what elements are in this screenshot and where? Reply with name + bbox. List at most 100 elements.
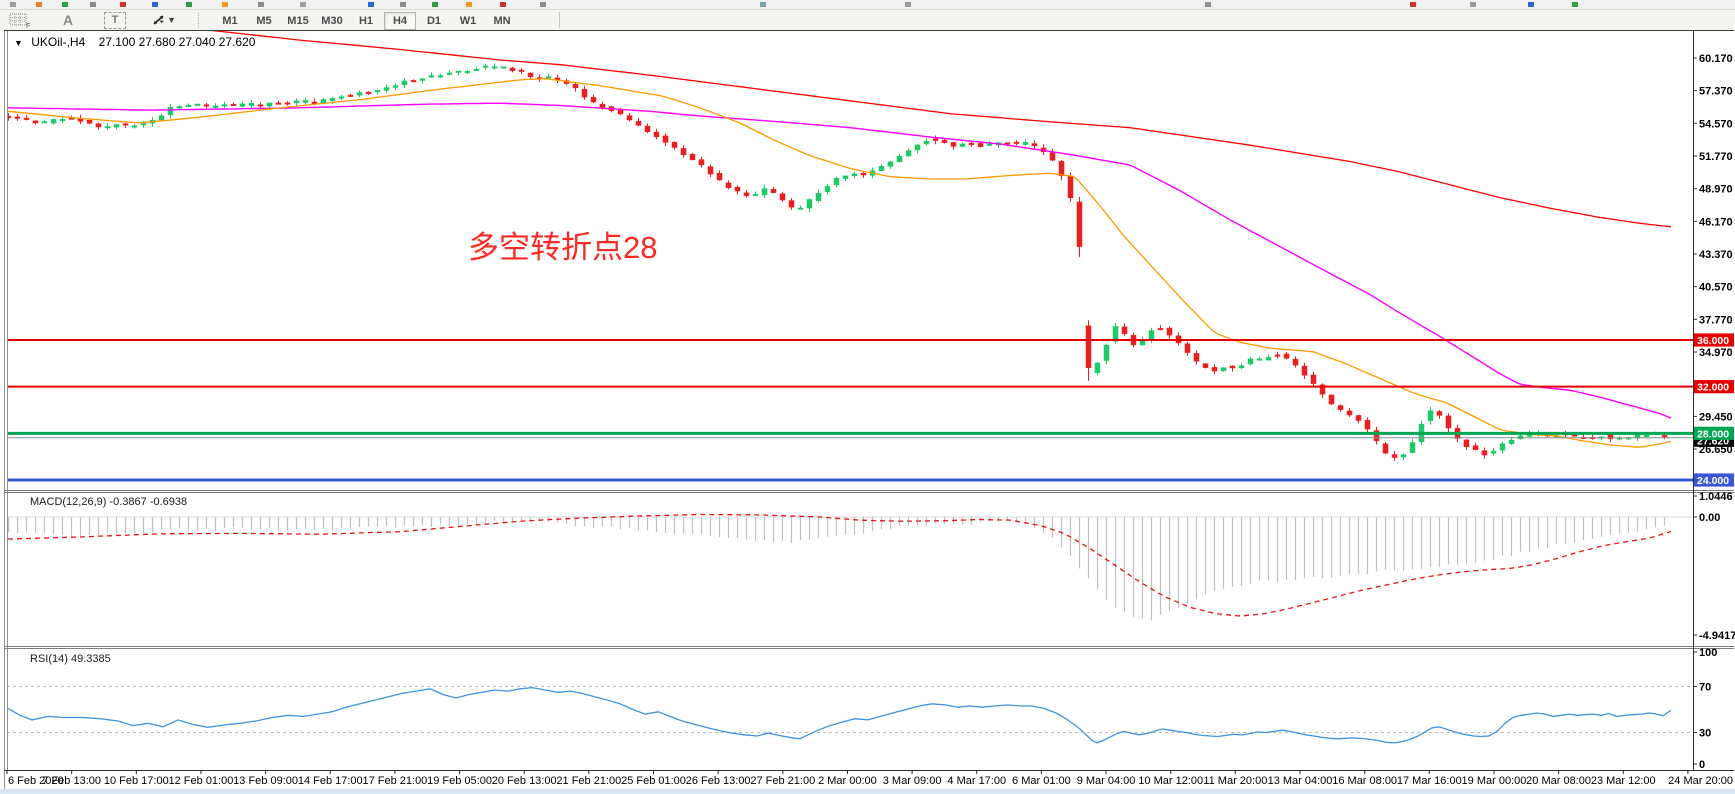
svg-text:2 Mar 00:00: 2 Mar 00:00 xyxy=(818,775,877,787)
svg-text:12 Feb 01:00: 12 Feb 01:00 xyxy=(169,775,234,787)
clipped-icon xyxy=(36,2,42,7)
bottom-strip xyxy=(0,789,1735,794)
svg-text:37.770: 37.770 xyxy=(1699,314,1733,326)
svg-text:-4.9417: -4.9417 xyxy=(1699,630,1735,642)
svg-text:70: 70 xyxy=(1699,682,1711,694)
chart-title: ▼ UKOil-,H4 27.100 27.680 27.040 27.620 xyxy=(14,35,255,49)
svg-text:F: F xyxy=(26,23,30,28)
timeframe-button-m5[interactable]: M5 xyxy=(256,14,272,27)
clipped-icon xyxy=(186,2,192,7)
svg-text:26 Feb 13:00: 26 Feb 13:00 xyxy=(686,775,751,787)
svg-text:40.570: 40.570 xyxy=(1699,282,1733,294)
toolbar-separator xyxy=(559,12,560,28)
clipped-icon xyxy=(540,2,546,7)
macd-signal-line xyxy=(7,513,1672,617)
clipped-icon xyxy=(500,2,506,7)
timeframe-button-d1[interactable]: D1 xyxy=(426,14,442,27)
svg-text:54.570: 54.570 xyxy=(1699,118,1733,130)
svg-text:11 Mar 20:00: 11 Mar 20:00 xyxy=(1203,775,1267,787)
svg-text:32.000: 32.000 xyxy=(1697,382,1729,394)
svg-text:19 Feb 05:00: 19 Feb 05:00 xyxy=(427,775,492,787)
svg-text:0.00: 0.00 xyxy=(1699,512,1720,524)
timeframe-button-m30[interactable]: M30 xyxy=(321,14,343,27)
clipped-icon xyxy=(222,2,228,7)
rsi-line xyxy=(7,686,1672,744)
ma-slow-line xyxy=(211,31,1672,228)
svg-text:4 Mar 17:00: 4 Mar 17:00 xyxy=(947,775,1006,787)
text-label-icon[interactable]: A xyxy=(62,12,74,28)
price-axis: 60.170 57.370 54.570 51.770 48.970 46.170 43.3… xyxy=(1693,53,1733,456)
svg-text:30: 30 xyxy=(1699,728,1711,740)
timeframe-button-h1[interactable]: H1 xyxy=(358,14,374,27)
svg-text:6 Feb 2020: 6 Feb 2020 xyxy=(8,775,64,787)
clipped-icon xyxy=(432,2,438,7)
svg-text:16 Mar 08:00: 16 Mar 08:00 xyxy=(1332,775,1397,787)
svg-text:25 Feb 01:00: 25 Feb 01:00 xyxy=(621,775,686,787)
moving-averages xyxy=(7,31,1672,448)
clipped-icon xyxy=(1528,2,1534,7)
svg-text:10 Mar 12:00: 10 Mar 12:00 xyxy=(1138,775,1203,787)
clipped-icon xyxy=(400,2,406,7)
svg-text:0: 0 xyxy=(1699,759,1705,771)
svg-text:21 Feb 21:00: 21 Feb 21:00 xyxy=(556,775,621,787)
svg-text:46.170: 46.170 xyxy=(1699,216,1733,228)
level-price-tag: 32.000 xyxy=(1694,380,1734,394)
panel-borders xyxy=(4,30,1734,789)
chart-dropdown-icon[interactable]: ▼ xyxy=(14,38,23,48)
svg-text:24.000: 24.000 xyxy=(1697,475,1729,487)
macd-axis: 1.0446 0.00 -4.9417 xyxy=(1693,491,1735,642)
timeframe-button-group: M1 M5 M15 M30 H1 H4 D1 W1 MN xyxy=(213,11,519,30)
level-price-tag: 36.000 xyxy=(1694,333,1734,347)
clipped-icon xyxy=(1205,2,1211,7)
svg-text:43.370: 43.370 xyxy=(1699,249,1733,261)
svg-text:48.970: 48.970 xyxy=(1699,184,1733,196)
candlestick-series xyxy=(7,63,1668,462)
svg-text:14 Feb 17:00: 14 Feb 17:00 xyxy=(298,775,363,787)
svg-text:13 Feb 09:00: 13 Feb 09:00 xyxy=(233,775,298,787)
timeframe-button-m1[interactable]: M1 xyxy=(222,14,238,27)
timeframe-button-m15[interactable]: M15 xyxy=(287,14,309,27)
ma-fast-line xyxy=(7,78,1672,448)
clipped-icon xyxy=(300,2,306,7)
svg-text:20 Feb 13:00: 20 Feb 13:00 xyxy=(492,775,557,787)
svg-text:60.170: 60.170 xyxy=(1699,53,1733,65)
svg-text:17 Feb 21:00: 17 Feb 21:00 xyxy=(362,775,427,787)
chart-toolbar: F A T ▼ M1 M5 M15 M30 H1 H4 D1 W1 MN xyxy=(0,10,1735,31)
text-box-icon[interactable]: T xyxy=(104,11,126,29)
symbol-period-label: UKOil-,H4 xyxy=(31,35,86,49)
timeframe-button-mn[interactable]: MN xyxy=(493,14,511,27)
clipped-icon xyxy=(1572,2,1578,7)
clipped-icon xyxy=(62,2,68,7)
clipped-toolbar-icons xyxy=(0,0,1735,10)
svg-text:100: 100 xyxy=(1699,647,1717,659)
svg-text:7 Feb 13:00: 7 Feb 13:00 xyxy=(42,775,101,787)
level-price-tag: 28.000 xyxy=(1694,426,1734,440)
svg-text:20 Mar 08:00: 20 Mar 08:00 xyxy=(1526,775,1591,787)
clipped-icon xyxy=(1410,2,1416,7)
indicator-grid-icon[interactable]: F xyxy=(8,11,32,29)
clipped-icon xyxy=(1470,2,1476,7)
svg-text:36.000: 36.000 xyxy=(1697,335,1729,347)
svg-text:26.650: 26.650 xyxy=(1699,444,1733,456)
clipped-icon xyxy=(905,2,911,7)
toolbar-separator xyxy=(198,12,199,28)
svg-text:13 Mar 04:00: 13 Mar 04:00 xyxy=(1268,775,1333,787)
clipped-icon xyxy=(90,2,96,7)
timeframe-button-h4[interactable]: H4 xyxy=(384,11,416,30)
svg-text:10 Feb 17:00: 10 Feb 17:00 xyxy=(104,775,169,787)
clipped-icon xyxy=(258,2,264,7)
horizontal-level-lines[interactable] xyxy=(7,338,1693,482)
svg-text:9 Mar 04:00: 9 Mar 04:00 xyxy=(1077,775,1136,787)
object-arrows-icon[interactable]: ▼ xyxy=(150,11,176,29)
svg-text:24 Mar 20:00: 24 Mar 20:00 xyxy=(1668,775,1733,787)
svg-text:29.450: 29.450 xyxy=(1699,411,1733,423)
timeframe-button-w1[interactable]: W1 xyxy=(459,14,477,27)
svg-text:3 Mar 09:00: 3 Mar 09:00 xyxy=(883,775,942,787)
svg-text:57.370: 57.370 xyxy=(1699,86,1733,98)
clipped-icon xyxy=(152,2,158,7)
svg-text:28.000: 28.000 xyxy=(1697,428,1729,440)
chart-canvas: 60.170 57.370 54.570 51.770 48.970 46.170 43.3… xyxy=(0,30,1735,794)
svg-text:34.970: 34.970 xyxy=(1699,347,1733,359)
svg-text:27 Feb 21:00: 27 Feb 21:00 xyxy=(750,775,815,787)
